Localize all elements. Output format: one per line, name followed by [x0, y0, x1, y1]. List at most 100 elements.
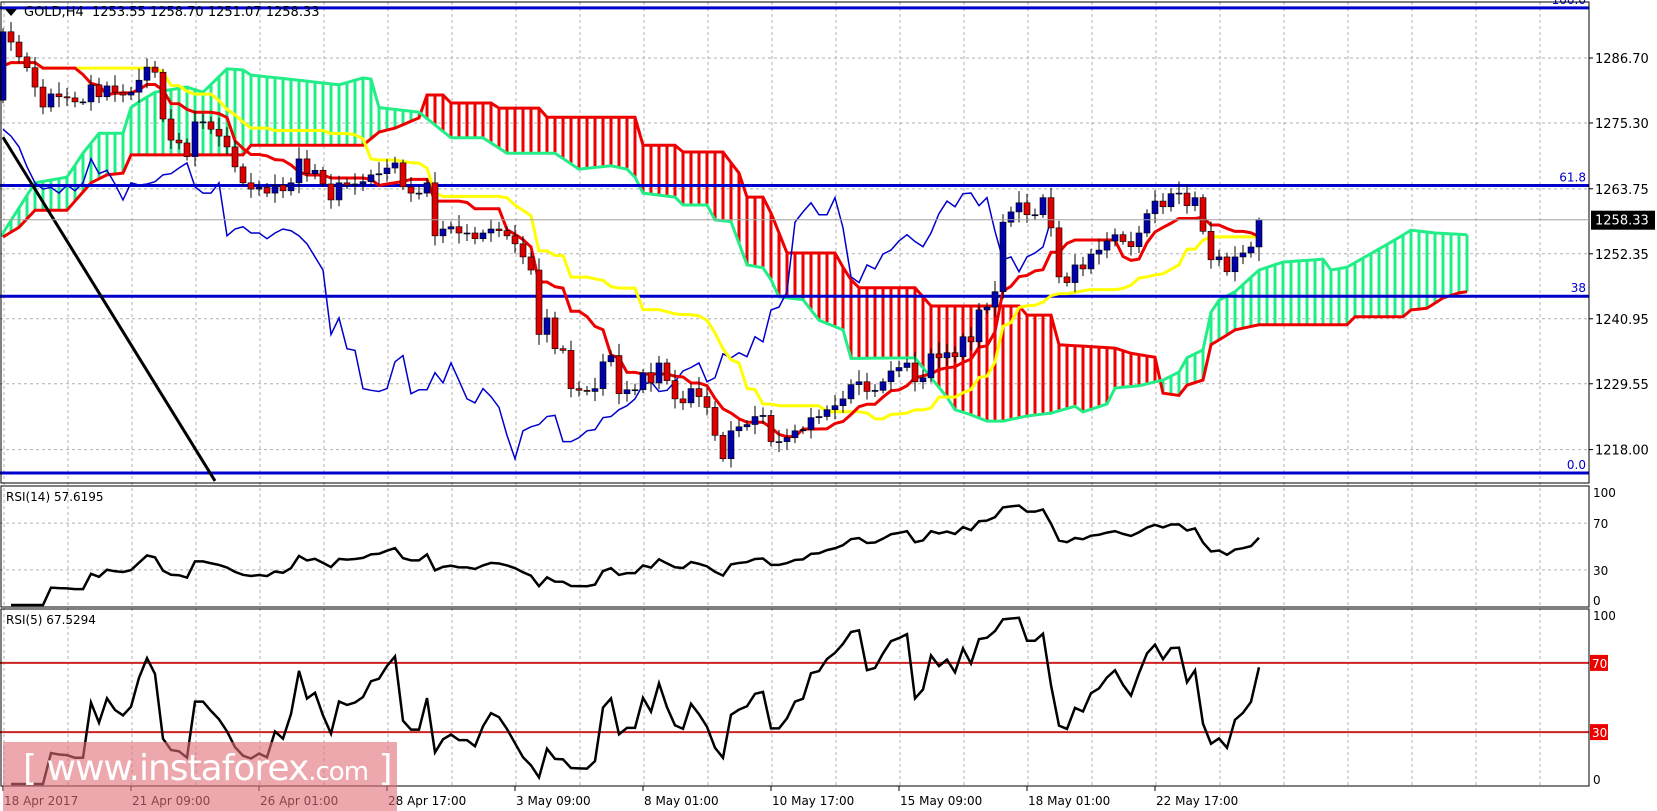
bull-candle-body [887, 370, 895, 383]
bear-candle-body [167, 118, 175, 141]
bull-candle-body [727, 430, 735, 460]
candle [359, 173, 367, 192]
chikou-span-line [2, 128, 1052, 462]
collapse-triangle-icon[interactable] [5, 9, 17, 16]
time-tick-label: 22 May 17:00 [1156, 794, 1238, 808]
candle [1199, 194, 1207, 235]
bull-candle-body [367, 174, 375, 182]
bear-candle-body [175, 139, 183, 144]
candle [1255, 217, 1263, 262]
senkou-a-line [1, 67, 1468, 423]
ohlc-close: 1258.33 [265, 5, 320, 20]
bear-candle-body [1223, 256, 1231, 273]
candle [1103, 232, 1111, 259]
candle [79, 98, 87, 105]
rsi5-line [11, 616, 1261, 786]
bear-candle-body [647, 372, 655, 384]
bull-candle-body [839, 398, 847, 406]
ohlc-open: 1253.55 [92, 5, 146, 20]
candle [383, 159, 391, 182]
candle [879, 378, 887, 394]
candle [167, 109, 175, 149]
bull-candle-body [1215, 256, 1223, 261]
candle [871, 384, 879, 397]
bear-candle-body [279, 184, 287, 192]
candle [959, 333, 967, 360]
bear-candle-body [719, 435, 727, 460]
bull-candle-body [1095, 249, 1103, 255]
senkou-b-line [2, 93, 1468, 398]
candle [727, 420, 735, 468]
candle [703, 387, 711, 416]
candle [1047, 187, 1055, 237]
bull-candle-body [447, 226, 455, 230]
bull-candle-body [999, 221, 1007, 293]
fibonacci-levels[interactable]: 100.0 61.8 38 0.0 [0, 0, 1589, 482]
candle [999, 214, 1007, 299]
candle [615, 343, 623, 405]
candle [663, 358, 671, 385]
candle [1223, 252, 1231, 276]
candle [119, 84, 127, 103]
bear-candle-body [399, 162, 407, 188]
candle [367, 169, 375, 187]
bear-candle-body [1047, 197, 1055, 229]
candle [799, 426, 807, 434]
candle [1023, 193, 1031, 223]
bear-candle-body [615, 355, 623, 395]
candle [639, 369, 647, 393]
candle [975, 302, 983, 349]
candle [535, 258, 543, 345]
candle [7, 21, 15, 51]
candle [551, 311, 559, 355]
bull-candle-body [975, 309, 983, 343]
candle [623, 380, 631, 402]
bull-candle-body [47, 93, 55, 108]
rsi14-tick-label: 100 [1593, 486, 1616, 500]
bear-candle-body [695, 388, 703, 397]
candle [39, 79, 47, 115]
bear-candle-body [303, 158, 311, 175]
bear-candle-body [263, 187, 271, 194]
candle [1071, 254, 1079, 293]
candle [271, 174, 279, 203]
bull-candle-body [1111, 234, 1119, 242]
bull-candle-body [607, 355, 615, 363]
bear-candle-body [71, 97, 79, 103]
price-tick-label: 1263.75 [1595, 183, 1649, 198]
bear-candle-body [431, 182, 439, 237]
bull-candle-body [983, 306, 991, 311]
bear-candle-body [1159, 200, 1167, 208]
bear-candle-body [863, 381, 871, 392]
bear-candle-body [495, 228, 503, 232]
candle [511, 225, 519, 254]
candle [671, 369, 679, 409]
bull-candle-body [271, 184, 279, 194]
candle [127, 86, 135, 100]
bear-candle-body [7, 31, 15, 43]
kijun-sen-line [2, 61, 1259, 421]
candle [1191, 191, 1199, 212]
bull-candle-body [855, 381, 863, 385]
candle [887, 361, 895, 391]
bear-candle-body [15, 41, 23, 58]
watermark-bracket: [ [23, 748, 37, 789]
bull-candle-body [287, 182, 295, 192]
candle [311, 164, 319, 180]
candle [15, 34, 23, 64]
rsi-panels: 70 30 [0, 504, 1608, 786]
bull-candle-body [543, 317, 551, 335]
candle [591, 377, 599, 402]
candle [519, 235, 527, 265]
candle [583, 385, 591, 396]
bull-candle-body [1239, 252, 1247, 258]
candle [1247, 241, 1255, 258]
candle [223, 127, 231, 155]
candle [775, 429, 783, 453]
candle [1031, 208, 1039, 221]
symbol: GOLD,H4 [24, 5, 84, 20]
time-tick-label: 18 May 01:00 [1028, 794, 1110, 808]
candle [135, 68, 143, 103]
bear-candle-body [343, 182, 351, 186]
candle [47, 88, 55, 112]
